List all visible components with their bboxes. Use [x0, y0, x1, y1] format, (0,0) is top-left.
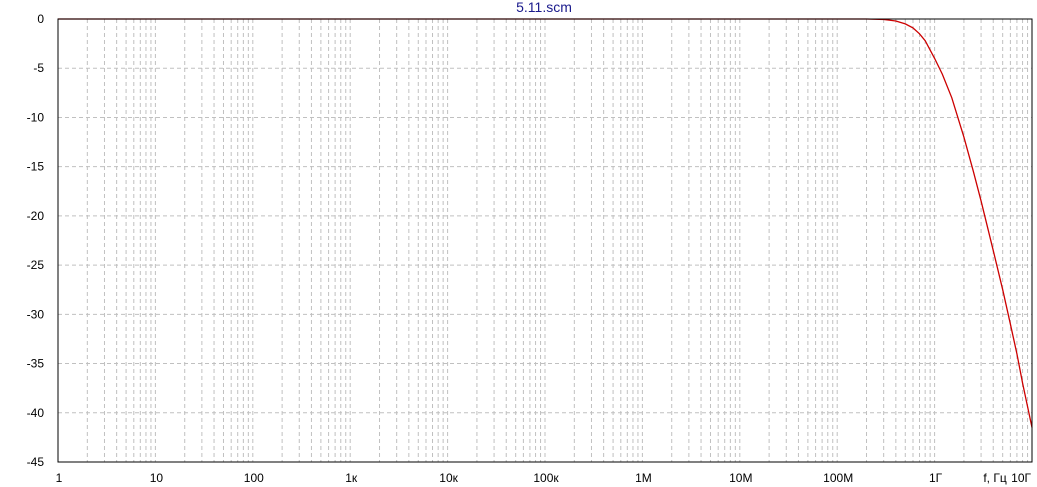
plot-frame: [57, 18, 1033, 463]
y-tick-label: -10: [27, 110, 45, 124]
x-tick-label: 100: [244, 471, 264, 485]
x-tick-label: 100к: [533, 471, 559, 485]
x-tick-label: 10: [150, 471, 164, 485]
y-tick-label: -15: [27, 160, 45, 174]
x-tick-label: 10М: [729, 471, 752, 485]
y-tick-label: -30: [27, 307, 45, 321]
y-tick-label: -5: [33, 61, 44, 75]
series-line: [58, 18, 1033, 428]
chart-title: 5.11.scm: [516, 0, 572, 15]
x-tick-label: 100М: [823, 471, 853, 485]
y-tick-label: -25: [27, 258, 45, 272]
y-tick-labels: 0 -5 -10 -15 -20 -25 -30 -35 -40 -45: [27, 12, 45, 469]
x-tick-label: 10к: [439, 471, 458, 485]
y-tick-label: -40: [27, 406, 45, 420]
y-tick-label: -45: [27, 455, 45, 469]
y-tick-label: 0: [37, 12, 44, 26]
x-tick-label: 1: [56, 471, 63, 485]
y-tick-label: -35: [27, 357, 45, 371]
x-tick-label: 1М: [635, 471, 652, 485]
y-tick-label: -20: [27, 209, 45, 223]
x-tick-label: 1Г: [929, 471, 943, 485]
x-tick-labels: 1 10 100 1к 10к 100к 1М 10М 100М 1Г 10Г: [56, 471, 1032, 485]
x-tick-label: 1к: [345, 471, 358, 485]
x-axis-label: f, Гц: [983, 471, 1007, 485]
curve-layer: [58, 18, 1033, 428]
grid: [58, 19, 1032, 462]
x-tick-label: 10Г: [1011, 471, 1031, 485]
